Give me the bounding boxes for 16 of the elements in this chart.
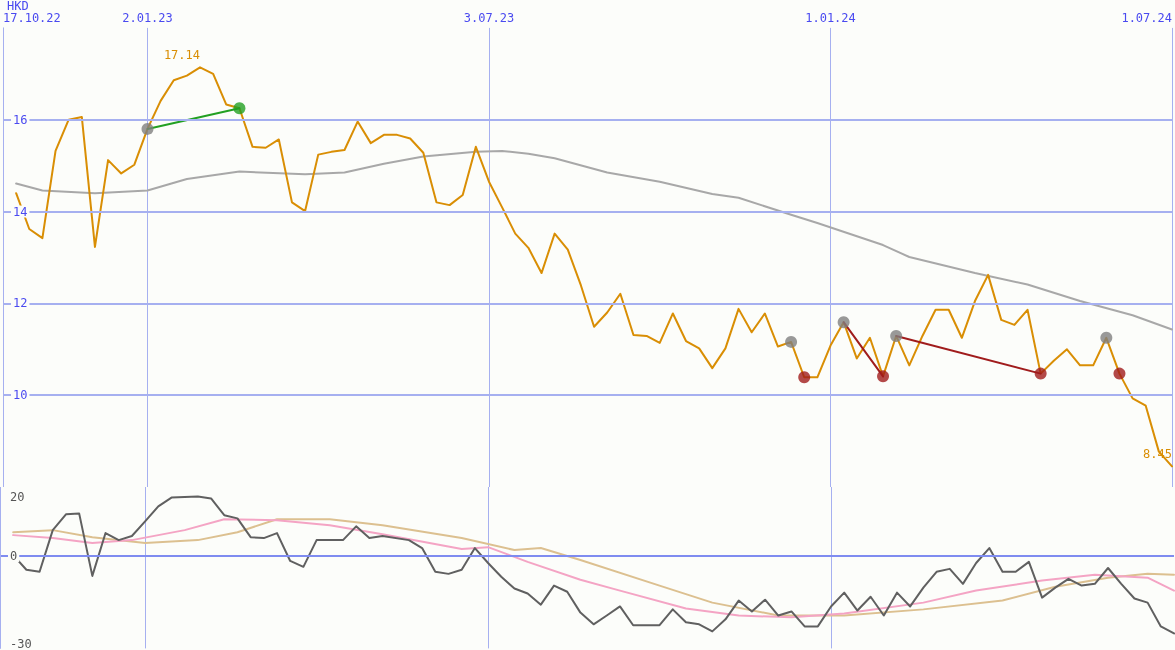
x-tick-label: 2.01.23	[122, 10, 173, 25]
y-tick-label: 16	[13, 112, 28, 127]
y-axis-title: HKD	[7, 0, 29, 13]
y-tick-label: 14	[13, 204, 28, 219]
y-tick-label: 0	[10, 548, 18, 563]
x-tick-label: 3.07.23	[463, 10, 515, 25]
x-tick-label: 17.10.22	[3, 10, 61, 25]
x-tick-label: 1.01.24	[805, 10, 856, 25]
y-tick-label: 10	[13, 388, 28, 403]
x-tick-label: 1.07.24	[1121, 10, 1172, 25]
data-label: 17.14	[163, 48, 201, 63]
y-tick-label: -30	[10, 637, 32, 650]
y-tick-label: 12	[13, 296, 28, 311]
line-series	[15, 66, 1173, 468]
y-tick-label: 20	[10, 490, 25, 505]
line-series	[15, 149, 1173, 331]
